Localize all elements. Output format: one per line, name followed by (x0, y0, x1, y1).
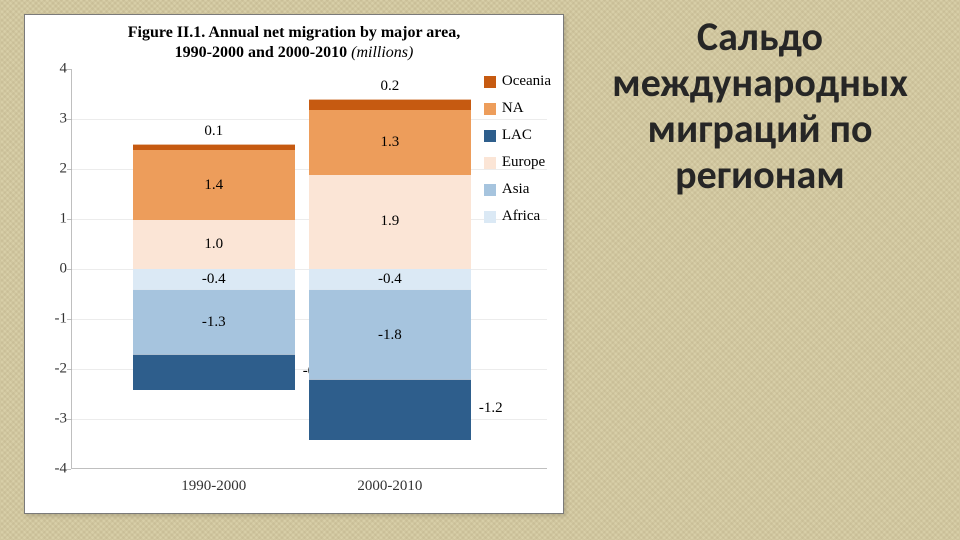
legend-swatch (484, 103, 496, 115)
legend-label: Europe (502, 154, 545, 171)
plot-area: 43210-1-2-3-41.01.40.1-0.4-1.3-0.71990-2… (71, 69, 547, 469)
bar-segment-lac (133, 354, 295, 390)
legend-swatch (484, 157, 496, 169)
legend-swatch (484, 184, 496, 196)
legend-swatch (484, 130, 496, 142)
legend-item-africa: Africa (484, 208, 551, 225)
legend-item-oceania: Oceania (484, 73, 551, 90)
y-tick-label: 4 (41, 61, 67, 78)
bar-group: 1.01.40.1-0.4-1.3-0.71990-2000 (133, 69, 295, 469)
bar-segment-lac (309, 379, 471, 440)
bar-segment-label: 0.1 (133, 123, 295, 144)
bar-segment-europe: 1.9 (309, 174, 471, 269)
bar-segment-asia: -1.3 (133, 289, 295, 355)
y-tick-label: 2 (41, 161, 67, 178)
bar-segment-africa: -0.4 (133, 269, 295, 289)
category-label: 2000-2010 (309, 478, 471, 495)
category-label: 1990-2000 (133, 478, 295, 495)
bar-segment-oceania (133, 144, 295, 150)
chart-title: Figure II.1. Annual net migration by maj… (33, 21, 555, 69)
side-title: Сальдо международных миграций по региона… (564, 0, 960, 198)
legend-item-na: NA (484, 100, 551, 117)
legend-item-asia: Asia (484, 181, 551, 198)
legend-label: Asia (502, 181, 530, 198)
bar-group: 1.91.30.2-0.4-1.8-1.22000-2010 (309, 69, 471, 469)
bar-segment-na: 1.3 (309, 109, 471, 175)
legend-label: Oceania (502, 73, 551, 90)
y-tick-label: 1 (41, 211, 67, 228)
bar-segment-europe: 1.0 (133, 219, 295, 269)
legend-label: Africa (502, 208, 540, 225)
slide: Figure II.1. Annual net migration by maj… (0, 0, 960, 540)
y-tick-label: 3 (41, 111, 67, 128)
legend-label: LAC (502, 127, 532, 144)
bar-segment-africa: -0.4 (309, 269, 471, 289)
bar-segment-asia: -1.8 (309, 289, 471, 380)
chart-title-line2-bold: 1990-2000 and 2000-2010 (175, 44, 351, 61)
chart-title-line2-italic: (millions) (351, 44, 413, 61)
legend-label: NA (502, 100, 524, 117)
y-tick-mark (67, 69, 71, 70)
y-tick-label: -4 (41, 461, 67, 478)
legend-item-lac: LAC (484, 127, 551, 144)
bar-segment-label: 0.2 (309, 78, 471, 99)
bar-segment-na: 1.4 (133, 149, 295, 220)
legend: Oceania NA LAC Europe Asia Africa (484, 73, 551, 235)
legend-item-europe: Europe (484, 154, 551, 171)
bar-segment-label: -1.2 (479, 400, 503, 417)
y-tick-label: -1 (41, 311, 67, 328)
legend-swatch (484, 76, 496, 88)
chart-card: Figure II.1. Annual net migration by maj… (24, 14, 564, 514)
y-tick-label: -2 (41, 361, 67, 378)
y-tick-label: -3 (41, 411, 67, 428)
chart-title-line1: Figure II.1. Annual net migration by maj… (128, 24, 460, 41)
y-tick-label: 0 (41, 261, 67, 278)
legend-swatch (484, 211, 496, 223)
y-tick-mark (67, 469, 71, 470)
bar-segment-oceania (309, 99, 471, 110)
